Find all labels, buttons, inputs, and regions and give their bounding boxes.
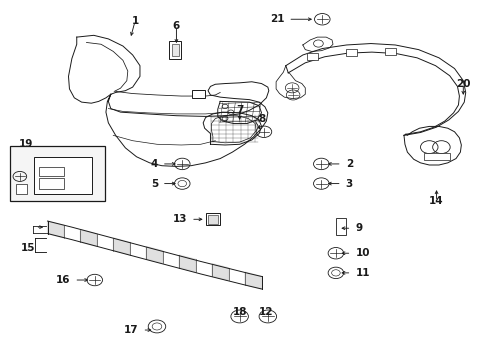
Text: 15: 15: [21, 243, 35, 253]
Text: 16: 16: [56, 275, 70, 285]
FancyBboxPatch shape: [306, 53, 318, 60]
Polygon shape: [81, 230, 97, 246]
Text: 17: 17: [123, 325, 138, 335]
Polygon shape: [146, 247, 163, 264]
Text: 5: 5: [150, 179, 158, 189]
Polygon shape: [244, 272, 261, 289]
Bar: [34, 157, 92, 194]
Text: 3: 3: [345, 179, 352, 189]
Bar: [10, 146, 105, 202]
Bar: [424, 153, 449, 160]
Bar: [39, 167, 63, 176]
Text: 2: 2: [345, 159, 352, 169]
Text: 19: 19: [19, 139, 33, 149]
Polygon shape: [212, 264, 228, 280]
Bar: [207, 215, 217, 224]
Text: 9: 9: [355, 223, 362, 233]
Text: 4: 4: [150, 159, 158, 169]
Polygon shape: [113, 238, 130, 255]
Bar: [39, 178, 63, 189]
Text: 1: 1: [131, 16, 139, 26]
Text: 11: 11: [355, 268, 369, 278]
Text: 20: 20: [455, 78, 469, 89]
Bar: [192, 90, 204, 98]
Text: 12: 12: [259, 307, 273, 317]
Bar: [16, 184, 27, 194]
Bar: [335, 218, 345, 235]
Bar: [169, 41, 181, 59]
Text: 10: 10: [355, 248, 369, 258]
Text: 21: 21: [269, 14, 284, 24]
Bar: [205, 213, 220, 225]
Bar: [171, 44, 179, 56]
Text: 6: 6: [172, 21, 180, 31]
FancyBboxPatch shape: [384, 48, 395, 55]
Text: 8: 8: [258, 114, 265, 124]
Text: 18: 18: [232, 307, 246, 317]
FancyBboxPatch shape: [345, 49, 357, 56]
Text: 14: 14: [428, 197, 443, 206]
Text: 7: 7: [236, 105, 243, 115]
Text: 13: 13: [172, 214, 187, 224]
Polygon shape: [179, 255, 195, 272]
Polygon shape: [47, 221, 64, 238]
